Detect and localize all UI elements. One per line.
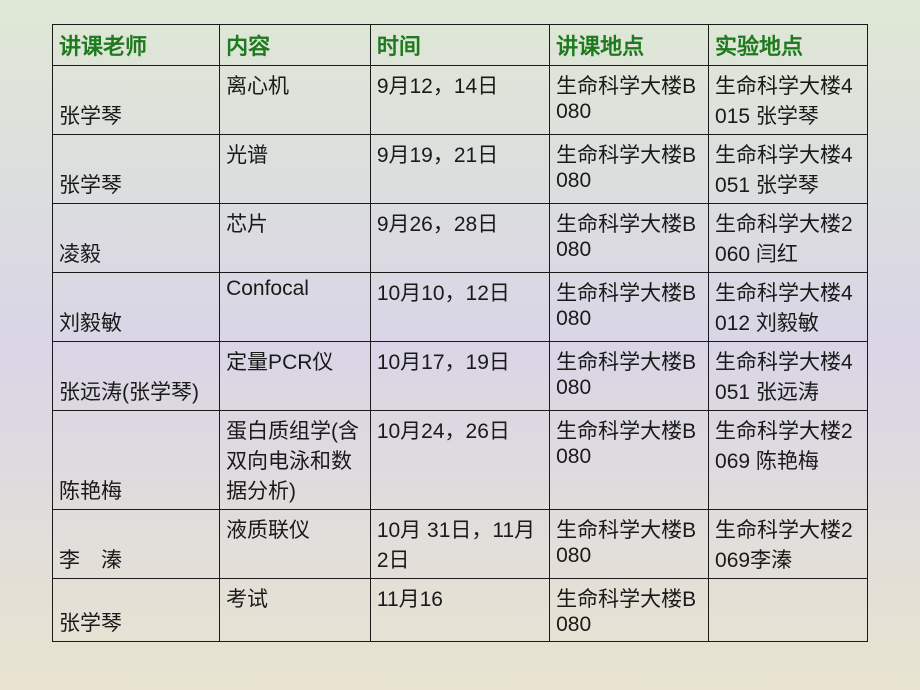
cell-time: 10月10，12日 xyxy=(370,273,549,342)
cell-teacher: 张学琴 xyxy=(53,66,220,135)
schedule-table: 讲课老师 内容 时间 讲课地点 实验地点 张学琴离心机9月12，14日生命科学大… xyxy=(52,24,868,642)
header-content: 内容 xyxy=(220,25,371,66)
cell-content: 定量PCR仪 xyxy=(220,342,371,411)
table-row: 刘毅敏Confocal10月10，12日生命科学大楼B080生命科学大楼4012… xyxy=(53,273,868,342)
table-header-row: 讲课老师 内容 时间 讲课地点 实验地点 xyxy=(53,25,868,66)
cell-teacher: 张学琴 xyxy=(53,579,220,642)
cell-time: 10月 31日，11月2日 xyxy=(370,510,549,579)
cell-time: 9月26，28日 xyxy=(370,204,549,273)
cell-lecture: 生命科学大楼B080 xyxy=(550,411,709,510)
cell-lecture: 生命科学大楼B080 xyxy=(550,204,709,273)
cell-lecture: 生命科学大楼B080 xyxy=(550,66,709,135)
header-time: 时间 xyxy=(370,25,549,66)
cell-lecture: 生命科学大楼B080 xyxy=(550,273,709,342)
cell-time: 9月19，21日 xyxy=(370,135,549,204)
cell-lab: 生命科学大楼2069 陈艳梅 xyxy=(709,411,868,510)
cell-teacher: 张学琴 xyxy=(53,135,220,204)
cell-content: 液质联仪 xyxy=(220,510,371,579)
table-row: 张学琴考试11月16生命科学大楼B080 xyxy=(53,579,868,642)
cell-teacher: 凌毅 xyxy=(53,204,220,273)
cell-lab: 生命科学大楼2060 闫红 xyxy=(709,204,868,273)
header-lab: 实验地点 xyxy=(709,25,868,66)
cell-time: 10月24，26日 xyxy=(370,411,549,510)
cell-lecture: 生命科学大楼B080 xyxy=(550,510,709,579)
table-body: 张学琴离心机9月12，14日生命科学大楼B080生命科学大楼4015 张学琴张学… xyxy=(53,66,868,642)
cell-teacher: 李 溱 xyxy=(53,510,220,579)
cell-content: 离心机 xyxy=(220,66,371,135)
table-row: 李 溱液质联仪10月 31日，11月2日生命科学大楼B080生命科学大楼2069… xyxy=(53,510,868,579)
cell-lab: 生命科学大楼2069李溱 xyxy=(709,510,868,579)
cell-content: 芯片 xyxy=(220,204,371,273)
cell-lab: 生命科学大楼4015 张学琴 xyxy=(709,66,868,135)
cell-lab: 生命科学大楼4051 张学琴 xyxy=(709,135,868,204)
table-row: 张学琴离心机9月12，14日生命科学大楼B080生命科学大楼4015 张学琴 xyxy=(53,66,868,135)
table-row: 凌毅芯片9月26，28日生命科学大楼B080生命科学大楼2060 闫红 xyxy=(53,204,868,273)
cell-lab xyxy=(709,579,868,642)
cell-time: 11月16 xyxy=(370,579,549,642)
table-row: 陈艳梅蛋白质组学(含双向电泳和数据分析)10月24，26日生命科学大楼B080生… xyxy=(53,411,868,510)
cell-lecture: 生命科学大楼B080 xyxy=(550,135,709,204)
header-teacher: 讲课老师 xyxy=(53,25,220,66)
header-lecture: 讲课地点 xyxy=(550,25,709,66)
cell-content: 蛋白质组学(含双向电泳和数据分析) xyxy=(220,411,371,510)
cell-lab: 生命科学大楼4012 刘毅敏 xyxy=(709,273,868,342)
table-row: 张远涛(张学琴)定量PCR仪10月17，19日生命科学大楼B080生命科学大楼4… xyxy=(53,342,868,411)
cell-lecture: 生命科学大楼B080 xyxy=(550,579,709,642)
cell-lecture: 生命科学大楼B080 xyxy=(550,342,709,411)
cell-teacher: 刘毅敏 xyxy=(53,273,220,342)
cell-content: 光谱 xyxy=(220,135,371,204)
cell-time: 9月12，14日 xyxy=(370,66,549,135)
cell-time: 10月17，19日 xyxy=(370,342,549,411)
cell-teacher: 陈艳梅 xyxy=(53,411,220,510)
table-row: 张学琴光谱9月19，21日生命科学大楼B080生命科学大楼4051 张学琴 xyxy=(53,135,868,204)
cell-content: Confocal xyxy=(220,273,371,342)
cell-lab: 生命科学大楼4051 张远涛 xyxy=(709,342,868,411)
cell-teacher: 张远涛(张学琴) xyxy=(53,342,220,411)
cell-content: 考试 xyxy=(220,579,371,642)
